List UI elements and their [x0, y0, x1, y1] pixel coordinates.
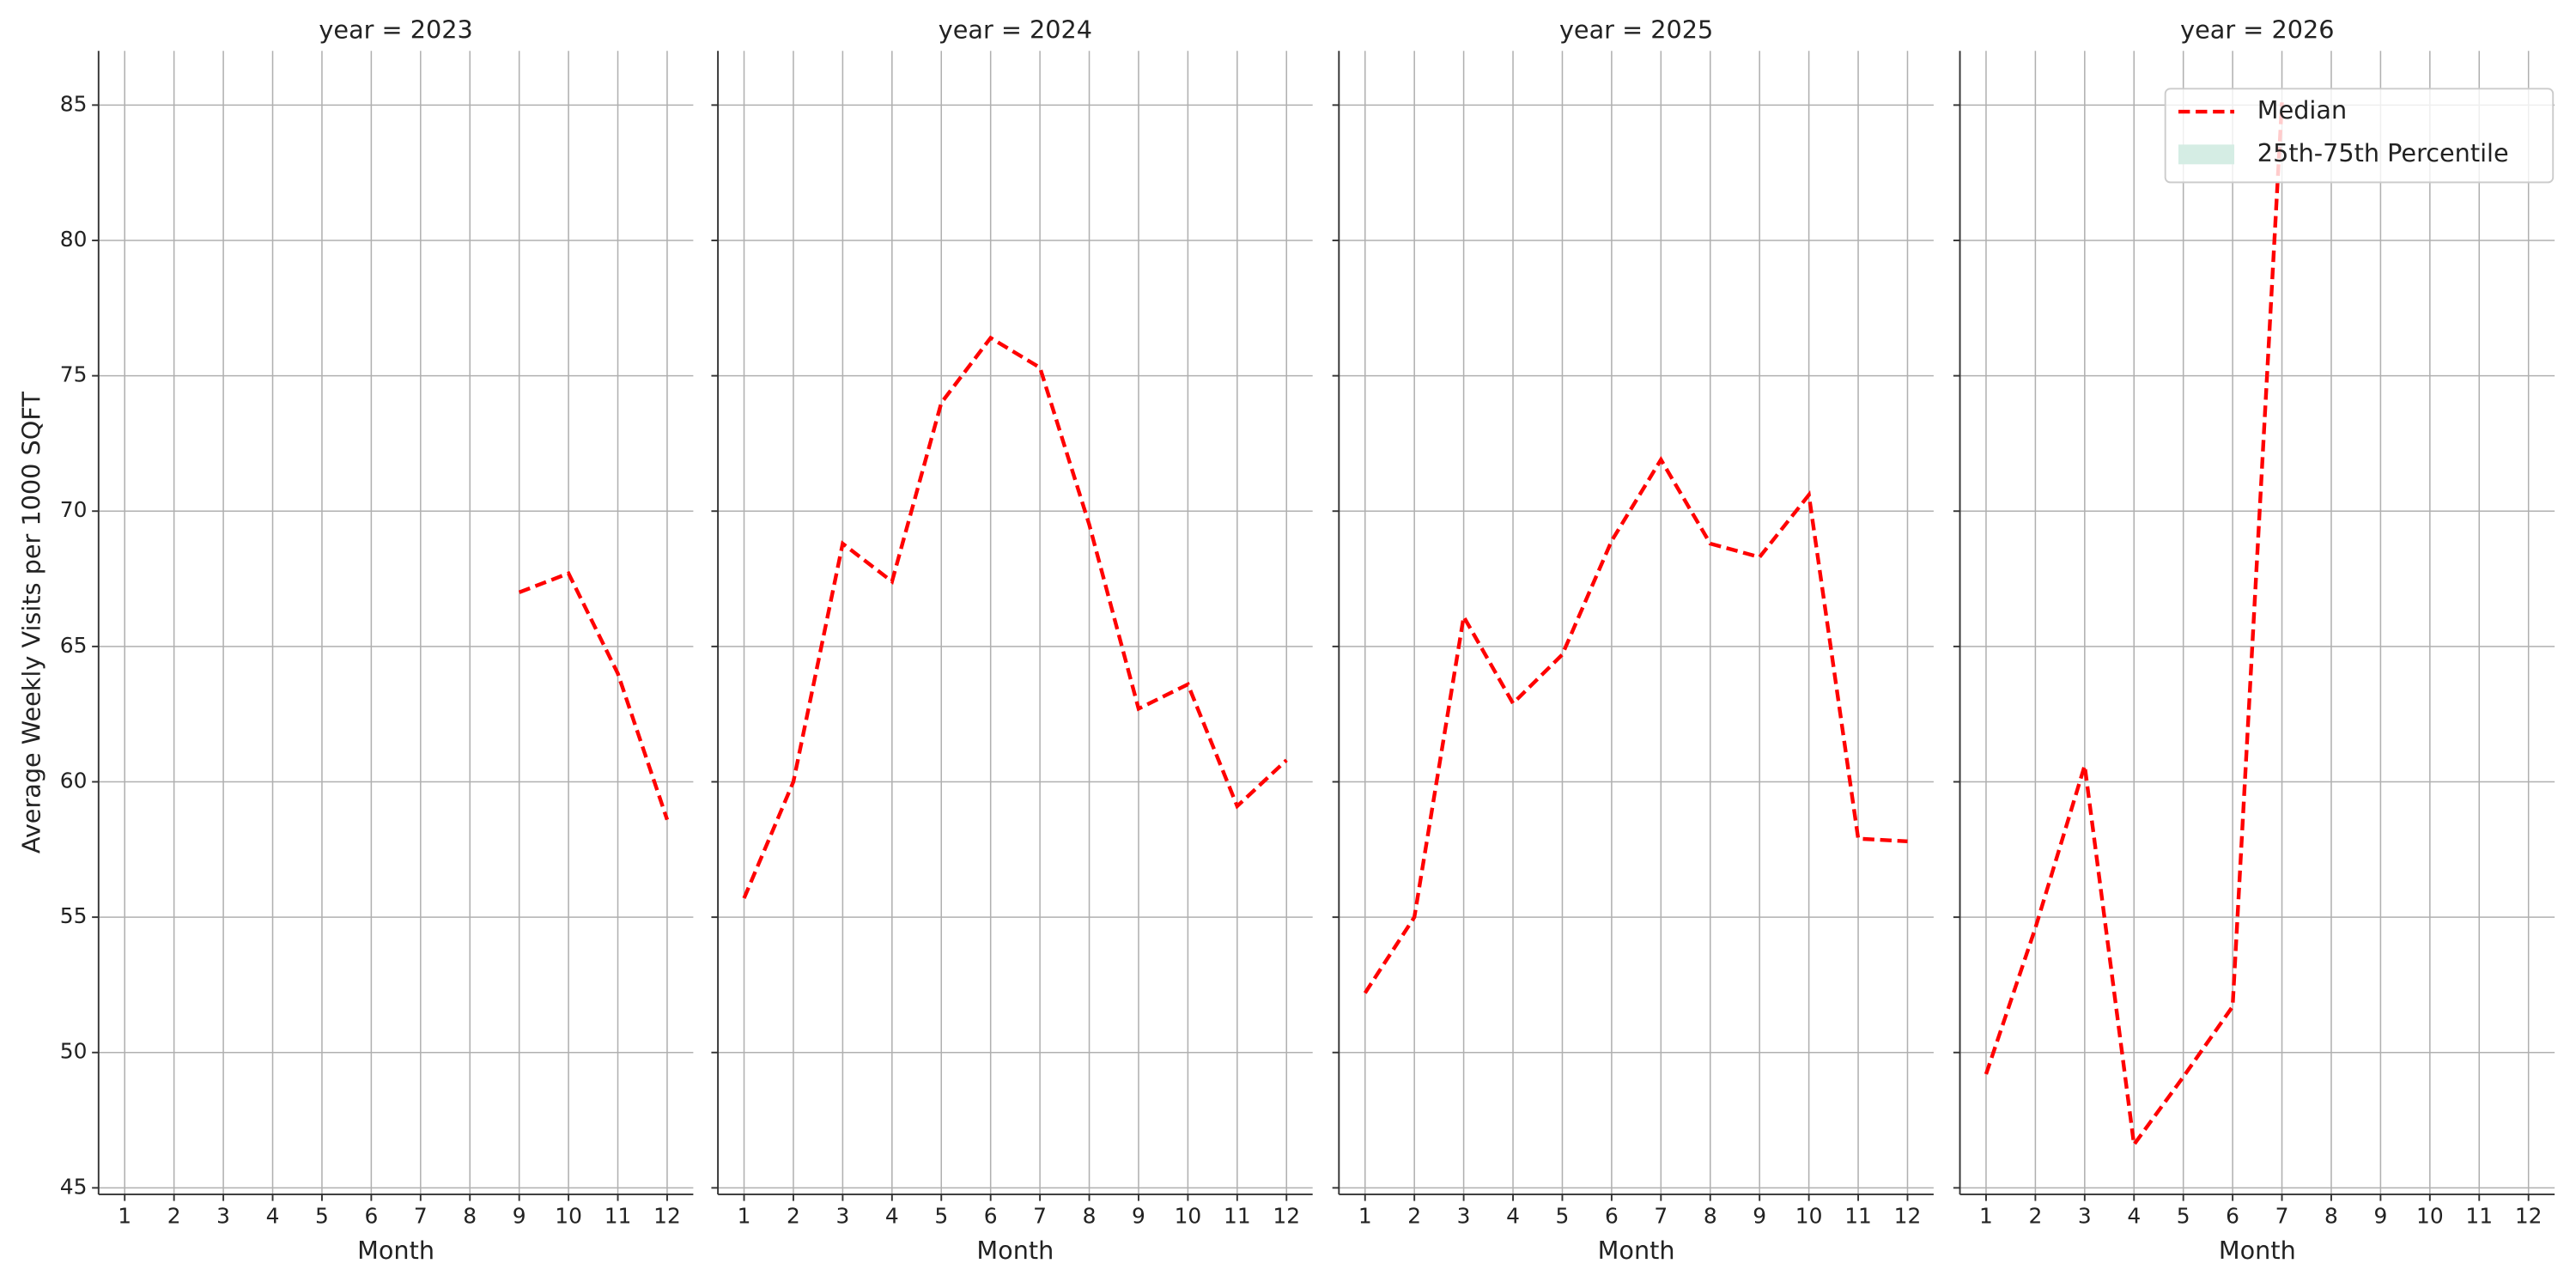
x-tick-label: 11	[1224, 1204, 1251, 1229]
x-tick-label: 9	[513, 1204, 526, 1229]
x-tick-label: 9	[1753, 1204, 1766, 1229]
x-tick-label: 2	[1407, 1204, 1421, 1229]
y-tick-label: 75	[60, 362, 88, 387]
x-tick-label: 7	[414, 1204, 428, 1229]
x-tick-label: 1	[1979, 1204, 1993, 1229]
x-tick-label: 6	[364, 1204, 378, 1229]
y-tick-label: 85	[60, 91, 88, 116]
x-tick-label: 4	[2127, 1204, 2141, 1229]
x-tick-label: 12	[1273, 1204, 1300, 1229]
y-tick-label: 50	[60, 1039, 88, 1064]
x-tick-label: 6	[2226, 1204, 2239, 1229]
panel-title: year = 2024	[939, 15, 1092, 44]
x-tick-label: 8	[463, 1204, 477, 1229]
x-tick-label: 2	[787, 1204, 800, 1229]
x-tick-label: 1	[1358, 1204, 1372, 1229]
x-tick-label: 9	[2373, 1204, 2387, 1229]
panel-title: year = 2025	[1559, 15, 1713, 44]
x-tick-label: 3	[1457, 1204, 1471, 1229]
x-tick-label: 2	[2028, 1204, 2042, 1229]
x-tick-label: 4	[1506, 1204, 1520, 1229]
x-tick-label: 11	[1844, 1204, 1872, 1229]
median-line	[742, 335, 1288, 899]
x-tick-label: 6	[1605, 1204, 1619, 1229]
legend-label: Median	[2257, 95, 2347, 125]
x-tick-label: 8	[1083, 1204, 1097, 1229]
x-axis-label: Month	[357, 1236, 434, 1265]
x-tick-label: 5	[1556, 1204, 1570, 1229]
x-tick-label: 11	[605, 1204, 632, 1229]
legend-label: 25th-75th Percentile	[2257, 138, 2509, 167]
legend-box	[2164, 88, 2555, 184]
x-tick-label: 7	[1033, 1204, 1047, 1229]
x-tick-label: 3	[2078, 1204, 2092, 1229]
x-axis-label: Month	[976, 1236, 1054, 1265]
x-tick-label: 2	[167, 1204, 181, 1229]
x-tick-label: 10	[1175, 1204, 1202, 1229]
x-tick-label: 12	[2515, 1204, 2543, 1229]
panel-title: year = 2026	[2180, 15, 2334, 44]
x-tick-label: 1	[118, 1204, 131, 1229]
panel-title: year = 2023	[319, 15, 472, 44]
x-tick-label: 1	[738, 1204, 751, 1229]
x-tick-label: 4	[266, 1204, 280, 1229]
x-tick-label: 5	[2177, 1204, 2190, 1229]
x-tick-label: 3	[835, 1204, 849, 1229]
y-tick-label: 80	[60, 227, 88, 252]
x-tick-label: 3	[216, 1204, 230, 1229]
x-tick-label: 4	[885, 1204, 899, 1229]
x-tick-label: 5	[315, 1204, 329, 1229]
x-tick-label: 7	[2275, 1204, 2289, 1229]
x-tick-label: 9	[1132, 1204, 1145, 1229]
x-tick-label: 8	[2324, 1204, 2338, 1229]
legend-swatch	[2178, 144, 2235, 165]
median-line	[518, 570, 670, 821]
x-tick-label: 12	[1894, 1204, 1922, 1229]
x-tick-label: 12	[653, 1204, 681, 1229]
y-tick-label: 65	[60, 633, 88, 658]
x-tick-label: 11	[2465, 1204, 2493, 1229]
x-tick-label: 10	[1795, 1204, 1823, 1229]
y-axis-label: Average Weekly Visits per 1000 SQFT	[16, 392, 46, 854]
median-line	[1363, 456, 1908, 994]
x-tick-label: 7	[1654, 1204, 1668, 1229]
x-tick-label: 5	[934, 1204, 948, 1229]
x-axis-label: Month	[2219, 1236, 2296, 1265]
x-tick-label: 6	[984, 1204, 998, 1229]
y-tick-label: 55	[60, 903, 88, 928]
x-tick-label: 10	[2416, 1204, 2444, 1229]
x-tick-label: 10	[555, 1204, 582, 1229]
x-tick-label: 8	[1704, 1204, 1717, 1229]
y-tick-label: 60	[60, 768, 88, 793]
y-tick-label: 45	[60, 1174, 88, 1199]
y-tick-label: 70	[60, 497, 88, 522]
x-axis-label: Month	[1598, 1236, 1675, 1265]
